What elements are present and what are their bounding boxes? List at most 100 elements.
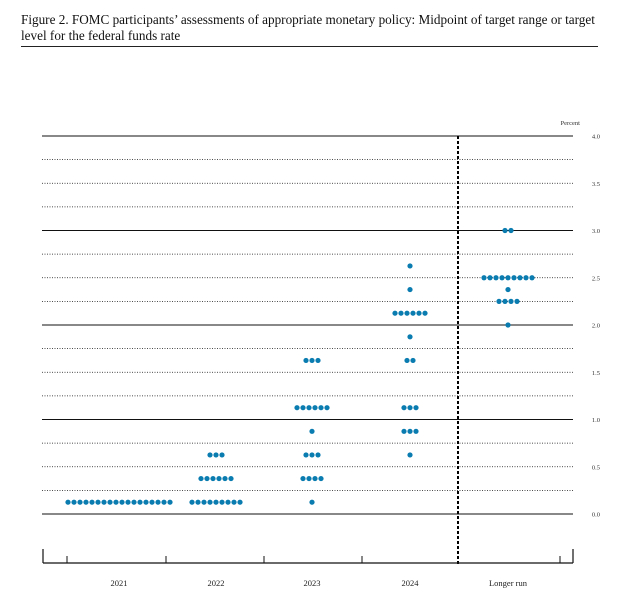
projection-dot [219,499,225,505]
projection-dot [101,499,107,505]
y-tick-label: 3.5 [592,181,600,188]
projection-dot [143,499,149,505]
projection-dot [167,499,173,505]
projection-dot [119,499,125,505]
projection-dot [481,275,487,281]
projection-dot [407,286,413,293]
projection-dot [195,499,201,505]
projection-dot [309,452,315,458]
projection-dot [237,499,243,505]
projection-dot [210,475,216,482]
projection-dot [219,452,225,458]
projection-dot [89,499,95,505]
projection-dot [207,499,213,505]
projection-dot [422,310,428,316]
projection-dot [312,475,318,482]
projection-dot [155,499,161,505]
y-tick-label: 2.0 [592,323,600,330]
projection-dot [318,475,324,482]
projection-dot [309,428,315,434]
projection-dot [303,452,309,458]
projection-dot [216,475,222,482]
projection-dot [499,275,505,281]
y-tick-label: 3.0 [592,228,600,235]
projection-dot [508,227,514,234]
projection-dot [294,405,300,411]
projection-dot [493,275,499,281]
projection-dot [149,499,155,505]
projection-dot [523,275,529,281]
projection-dot [511,275,517,281]
projection-dot [514,298,520,304]
projection-dot [502,298,508,304]
projection-dot [398,310,404,316]
y-axis-unit-label: Percent [561,120,581,127]
projection-dot [401,428,407,434]
projection-dot [517,275,523,281]
projection-dot [315,452,321,458]
projection-dot [300,475,306,482]
projection-dot [416,310,422,316]
projection-dot [303,357,309,364]
y-tick-label: 0.0 [592,512,600,519]
projection-dot [505,286,511,293]
projection-dot [207,452,213,458]
projection-dot [404,357,410,364]
projection-dot [324,405,330,411]
projection-dot [407,334,413,340]
projection-dot [407,405,413,411]
projection-dot [204,475,210,482]
projection-dot [222,475,228,482]
y-tick-label: 4.0 [592,134,600,141]
figure-title: Figure 2. FOMC participants’ assessments… [21,12,595,43]
y-tick-label: 1.0 [592,417,600,424]
x-category-label: 2023 [304,578,321,588]
projection-dot [404,310,410,316]
projection-dot [125,499,131,505]
projection-dot [407,263,413,269]
projection-dot [309,357,315,364]
x-category-label: 2024 [402,578,420,588]
projection-dot [407,428,413,434]
projection-dot [413,405,419,411]
projection-dot [410,357,416,364]
projection-dot [309,499,315,505]
projection-dot [189,499,195,505]
projection-dot [487,275,493,281]
projection-dot [496,298,502,304]
projection-dot [529,275,535,281]
projection-dot [312,405,318,411]
x-category-label: Longer run [489,578,528,588]
projection-dot [77,499,83,505]
projection-dot [95,499,101,505]
projection-dot [213,452,219,458]
projection-dot [306,475,312,482]
projection-dot [65,499,71,505]
projection-dot [213,499,219,505]
projection-dot [201,499,207,505]
projection-dot [502,227,508,234]
projection-dot [71,499,77,505]
projection-dot [161,499,167,505]
y-tick-label: 0.5 [592,464,600,471]
projection-dot [392,310,398,316]
projection-dot [318,405,324,411]
x-category-label: 2021 [111,578,128,588]
projection-dot [401,405,407,411]
projection-dot [413,428,419,434]
projection-dot [300,405,306,411]
projection-dot [231,499,237,505]
projection-dot [225,499,231,505]
x-category-label: 2022 [208,578,225,588]
projection-dot [407,452,413,458]
y-tick-label: 1.5 [592,370,600,377]
projection-dot [508,298,514,304]
projection-dot [228,475,234,482]
y-tick-label: 2.5 [592,275,600,282]
projection-dot [83,499,89,505]
projection-dot [131,499,137,505]
projection-dot [315,357,321,364]
projection-dot [505,322,511,328]
projection-dot [505,275,511,281]
